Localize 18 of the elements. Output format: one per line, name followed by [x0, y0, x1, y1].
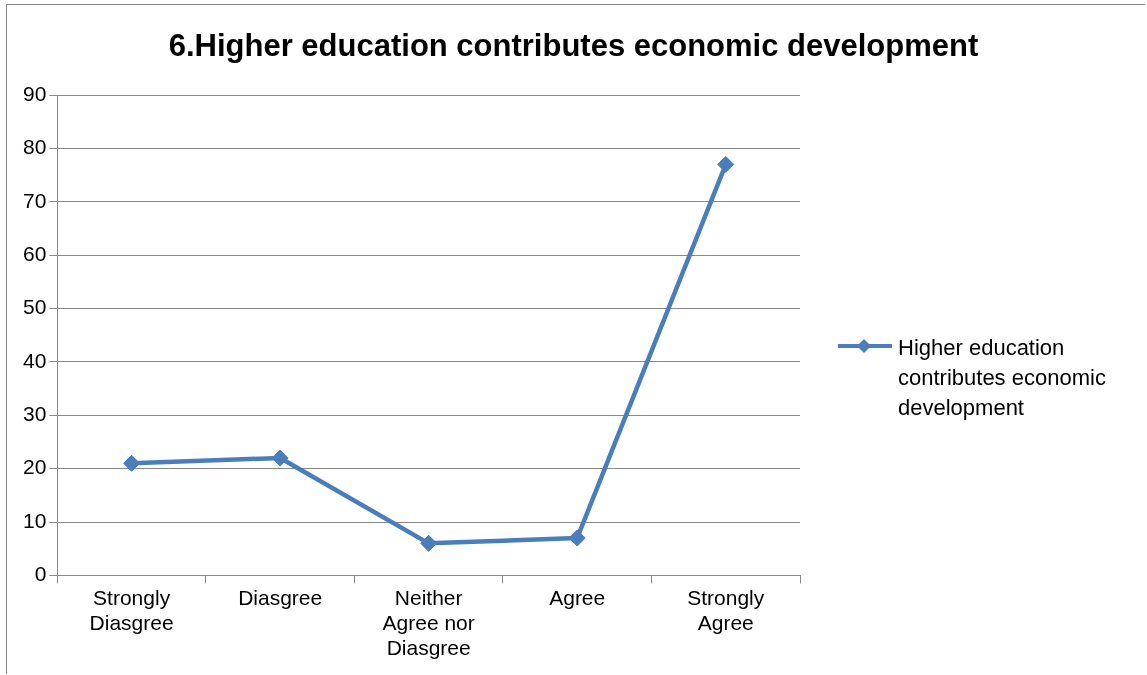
x-tick-label: Strongly Diasgree: [89, 585, 174, 634]
y-tick-label: 10: [23, 508, 47, 532]
x-tick-label: Strongly Agree: [687, 585, 765, 634]
x-tick-label: Agree: [549, 585, 606, 609]
y-tick-label: 20: [23, 455, 47, 479]
y-tick-label: 50: [23, 295, 47, 319]
x-tick-label: Diasgree: [238, 585, 323, 609]
y-tick-label: 70: [23, 188, 47, 212]
point: [717, 155, 735, 173]
legend-label: Higher education contributes economic development: [898, 334, 1107, 422]
y-tick-label: 30: [23, 402, 47, 426]
y-tick-label: 40: [23, 348, 47, 372]
x-tick-label: Neither Agree nor Diasgree: [382, 585, 475, 660]
y-tick-label: 60: [23, 241, 47, 265]
y-tick-label: 80: [23, 135, 47, 159]
y-tick-label: 90: [23, 81, 47, 105]
y-tick-label: 0: [34, 562, 47, 586]
chart-title: 6.Higher education contributes economic development: [167, 28, 980, 64]
